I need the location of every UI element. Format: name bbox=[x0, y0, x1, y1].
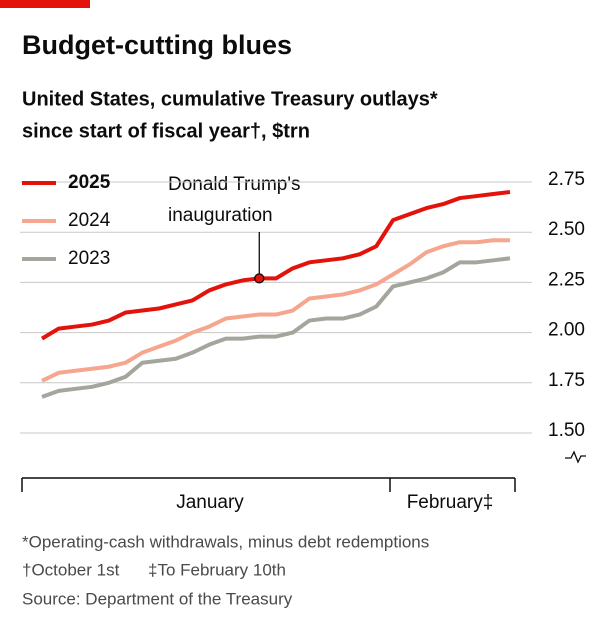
y-tick-label: 2.75 bbox=[548, 169, 585, 190]
subtitle: since start of fiscal year†, $trn bbox=[22, 120, 310, 142]
annotation-dot bbox=[254, 273, 265, 284]
series-line bbox=[41, 256, 511, 399]
source: Source: Department of the Treasury bbox=[22, 589, 293, 608]
series-line bbox=[40, 190, 511, 341]
y-tick-label: 1.75 bbox=[548, 370, 585, 391]
y-tick-label: 2.25 bbox=[548, 269, 585, 290]
footnote: *Operating-cash withdrawals, minus debt … bbox=[22, 532, 429, 551]
legend-label: 2023 bbox=[68, 248, 110, 269]
x-label: January bbox=[176, 492, 244, 513]
footnote: †October 1st bbox=[22, 560, 120, 579]
series-line bbox=[41, 238, 510, 383]
chart-title: Budget-cutting blues bbox=[22, 30, 292, 60]
x-label: February‡ bbox=[407, 492, 494, 513]
footnote: ‡To February 10th bbox=[148, 560, 286, 579]
annotation: Donald Trump's bbox=[168, 174, 300, 195]
legend-label: 2024 bbox=[68, 210, 111, 231]
y-tick-label: 2.00 bbox=[548, 320, 585, 341]
axis-break bbox=[565, 450, 586, 464]
y-tick-label: 1.50 bbox=[548, 420, 585, 441]
y-tick-label: 2.50 bbox=[548, 219, 585, 240]
subtitle: United States, cumulative Treasury outla… bbox=[22, 88, 438, 110]
brand-bar bbox=[0, 0, 90, 8]
legend-label: 2025 bbox=[68, 172, 111, 193]
annotation: inauguration bbox=[168, 205, 273, 226]
